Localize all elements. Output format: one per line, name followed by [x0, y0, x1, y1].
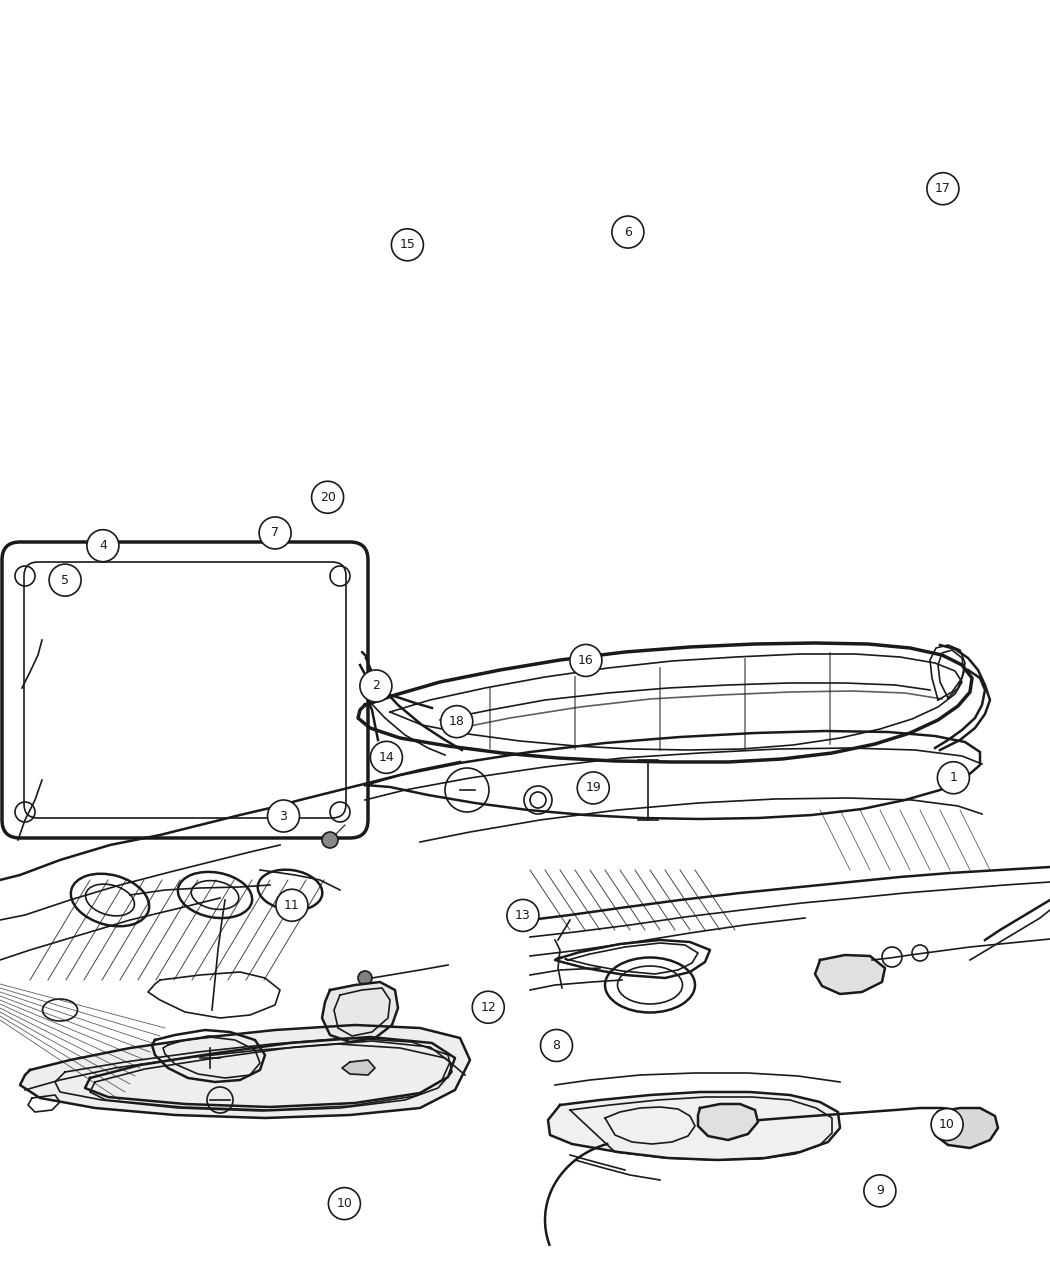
Text: 16: 16 [579, 654, 594, 667]
Text: 12: 12 [481, 1001, 496, 1014]
Circle shape [541, 1029, 572, 1062]
Text: 6: 6 [624, 226, 632, 238]
Polygon shape [548, 1091, 840, 1160]
Text: 1: 1 [949, 771, 958, 784]
Circle shape [392, 228, 423, 261]
Text: 4: 4 [99, 539, 107, 552]
Circle shape [441, 705, 472, 738]
Circle shape [268, 799, 299, 833]
Circle shape [570, 644, 602, 677]
Circle shape [312, 481, 343, 514]
Text: 18: 18 [448, 715, 465, 728]
Circle shape [276, 889, 308, 922]
Circle shape [322, 833, 338, 848]
Circle shape [578, 771, 609, 805]
Circle shape [507, 899, 539, 932]
Circle shape [612, 215, 644, 249]
Polygon shape [815, 955, 885, 994]
Polygon shape [322, 982, 398, 1042]
Circle shape [49, 564, 81, 597]
Circle shape [371, 741, 402, 774]
Circle shape [358, 972, 372, 986]
Polygon shape [20, 1025, 470, 1118]
Circle shape [360, 669, 392, 703]
Polygon shape [342, 1060, 375, 1075]
Text: 5: 5 [61, 574, 69, 586]
Polygon shape [698, 1104, 758, 1140]
Text: 14: 14 [378, 751, 395, 764]
Text: 8: 8 [552, 1039, 561, 1052]
Text: 15: 15 [399, 238, 416, 251]
Text: 17: 17 [934, 182, 951, 195]
Text: 10: 10 [336, 1197, 353, 1210]
Text: 2: 2 [372, 680, 380, 692]
Text: 7: 7 [271, 527, 279, 539]
Circle shape [472, 991, 504, 1024]
Polygon shape [932, 1108, 997, 1148]
Circle shape [927, 172, 959, 205]
Circle shape [938, 761, 969, 794]
Circle shape [864, 1174, 896, 1207]
Text: 20: 20 [319, 491, 336, 504]
Circle shape [329, 1187, 360, 1220]
Circle shape [259, 516, 291, 550]
Circle shape [87, 529, 119, 562]
Text: 11: 11 [284, 899, 300, 912]
Circle shape [931, 1108, 963, 1141]
Text: 3: 3 [279, 810, 288, 822]
Text: 9: 9 [876, 1184, 884, 1197]
Text: 13: 13 [514, 909, 530, 922]
Text: 19: 19 [586, 782, 601, 794]
Text: 10: 10 [939, 1118, 956, 1131]
